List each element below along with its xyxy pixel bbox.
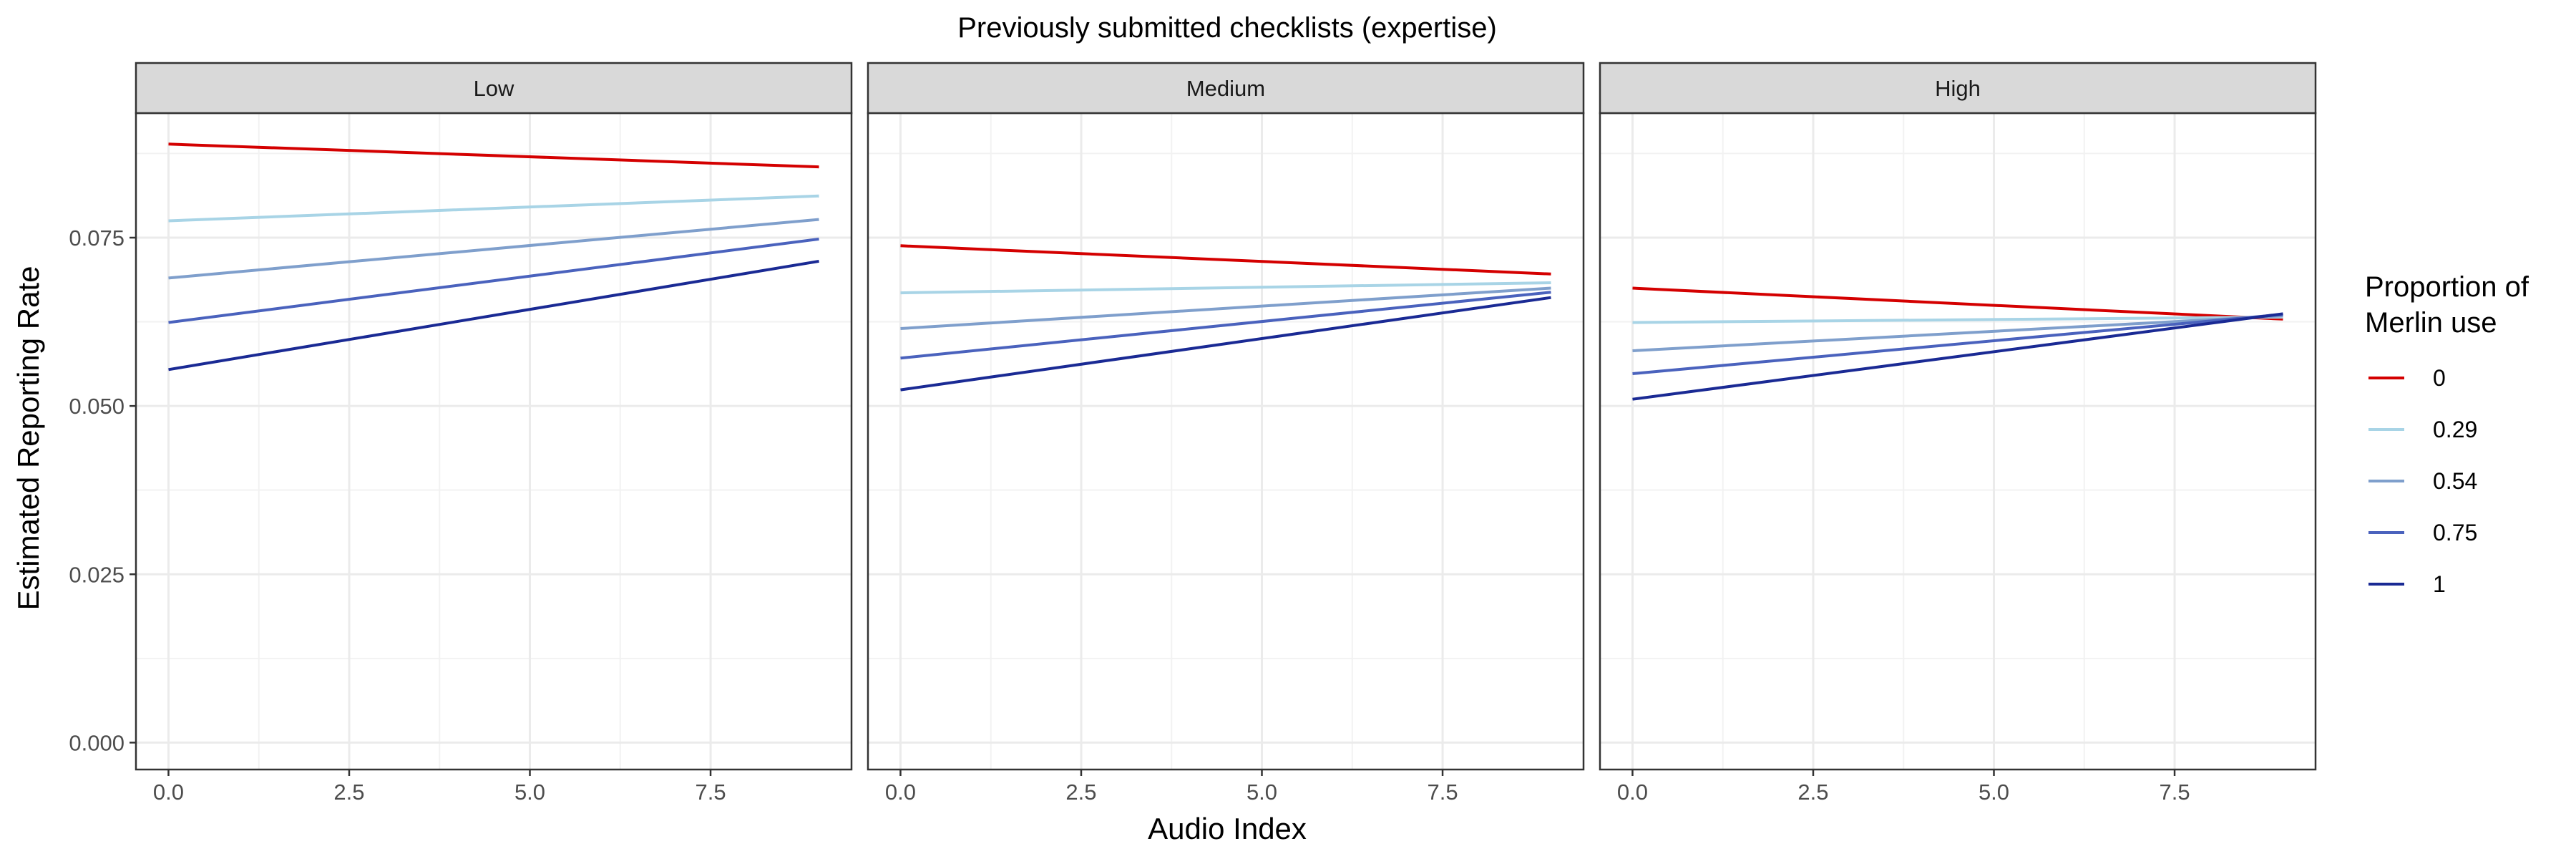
- legend-item: 0.29: [2368, 417, 2477, 442]
- series-line-0.54: [900, 286, 1551, 330]
- legend-item: 0.54: [2368, 468, 2477, 494]
- series-line-1: [900, 296, 1551, 392]
- x-tick-label: 5.0: [514, 780, 545, 805]
- x-tick-label: 0.0: [885, 780, 916, 805]
- y-tick-label: 0.025: [69, 562, 125, 587]
- strip-label: Medium: [1186, 76, 1265, 101]
- strip-background: [135, 62, 853, 115]
- series-line-0: [1632, 286, 2283, 321]
- x-tick-label: 0.0: [153, 780, 184, 805]
- panel-medium: Medium 0.0 2.5 5.0 7.5: [867, 62, 1585, 805]
- panel-low: Low 0.0 2.5 5.0 7.5 0.000 0.025 0.050 0.075: [69, 62, 853, 805]
- x-tick-label: 2.5: [1065, 780, 1096, 805]
- y-axis-title: Estimated Reporting Rate: [11, 266, 45, 611]
- legend-label: 0.29: [2433, 417, 2477, 442]
- x-tick-label: 2.5: [1797, 780, 1828, 805]
- series-line-0.75: [1632, 313, 2283, 375]
- series-line-0.54: [168, 218, 819, 280]
- legend-label: 0: [2433, 365, 2446, 391]
- series-line-0: [168, 142, 819, 169]
- legend-label: 1: [2433, 571, 2446, 597]
- legend-item: 1: [2368, 571, 2446, 597]
- legend: Proportion of Merlin use 0 0.29 0.54 0.75 1: [2365, 271, 2529, 597]
- series-line-1: [168, 259, 819, 372]
- facet-panels: Low 0.0 2.5 5.0 7.5 0.000 0.025 0.050 0.075 Mediu…: [69, 62, 2317, 805]
- series-line-0: [900, 244, 1551, 276]
- series-line-0.75: [168, 237, 819, 324]
- strip-label: Low: [474, 76, 514, 101]
- strip-background: [1599, 62, 2317, 115]
- panel-background: [136, 113, 852, 770]
- x-tick-label: 2.5: [333, 780, 364, 805]
- x-tick-label: 5.0: [1979, 780, 2009, 805]
- strip-background: [867, 62, 1585, 115]
- series-line-0.75: [900, 291, 1551, 360]
- series-line-0.54: [1632, 314, 2283, 352]
- series-line-0.29: [1632, 316, 2283, 324]
- x-tick-label: 7.5: [1427, 780, 1458, 805]
- legend-label: 0.75: [2433, 520, 2477, 545]
- legend-title: Proportion of: [2365, 271, 2529, 303]
- panel-high: High 0.0 2.5 5.0 7.5: [1599, 62, 2317, 805]
- x-tick-label: 7.5: [2159, 780, 2190, 805]
- legend-item: 0.75: [2368, 520, 2477, 545]
- series-line-0.29: [168, 194, 819, 223]
- panel-background: [868, 113, 1584, 770]
- y-tick-label: 0.050: [69, 394, 125, 419]
- series-line-0.29: [900, 281, 1551, 295]
- x-axis-title: Audio Index: [1148, 812, 1307, 845]
- legend-title: Merlin use: [2365, 307, 2497, 339]
- panel-background: [1600, 113, 2316, 770]
- legend-label: 0.54: [2433, 468, 2477, 494]
- x-tick-label: 5.0: [1246, 780, 1277, 805]
- legend-item: 0: [2368, 365, 2446, 391]
- x-tick-label: 0.0: [1617, 780, 1648, 805]
- y-tick-label: 0.075: [69, 225, 125, 251]
- strip-label: High: [1935, 76, 1981, 101]
- y-tick-label: 0.000: [69, 730, 125, 755]
- x-tick-label: 7.5: [695, 780, 726, 805]
- chart-title: Previously submitted checklists (experti…: [957, 12, 1497, 44]
- series-line-1: [1632, 312, 2283, 401]
